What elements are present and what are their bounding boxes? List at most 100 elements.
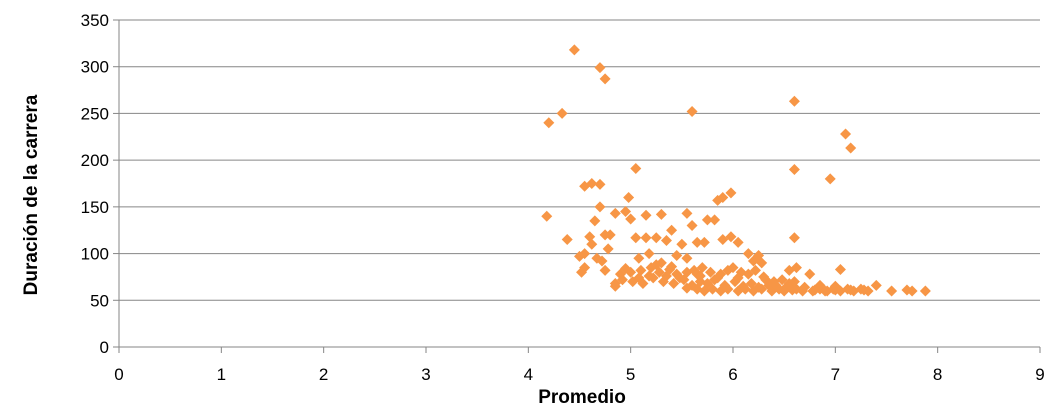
data-point xyxy=(640,232,652,244)
y-tick-label: 250 xyxy=(81,104,109,123)
x-tick-label: 3 xyxy=(421,365,430,384)
tick-labels: 0 50 100 150 200 250 300 350 0 1 2 3 4 5 6 7 8 9 xyxy=(81,11,1045,384)
data-point xyxy=(814,279,826,291)
x-tick-label: 5 xyxy=(626,365,635,384)
y-tick-label: 150 xyxy=(81,198,109,217)
data-point xyxy=(698,285,710,297)
data-point xyxy=(707,283,719,295)
data-point xyxy=(594,178,606,190)
data-point xyxy=(788,232,800,244)
data-point xyxy=(594,201,606,213)
data-point xyxy=(616,274,628,286)
data-point xyxy=(786,284,798,296)
data-point xyxy=(698,236,710,248)
data-point xyxy=(747,285,759,297)
data-point xyxy=(650,259,662,271)
data-point xyxy=(845,284,857,296)
data-point xyxy=(686,106,698,118)
data-point xyxy=(770,279,782,291)
x-tick-label: 8 xyxy=(933,365,942,384)
data-point xyxy=(742,248,754,260)
data-point xyxy=(620,206,632,218)
data-point xyxy=(674,272,686,284)
data-point xyxy=(666,261,678,273)
x-axis-title: Promedio xyxy=(538,387,626,408)
data-point xyxy=(543,117,555,129)
data-point xyxy=(633,252,645,264)
data-point xyxy=(561,234,573,246)
data-point xyxy=(756,283,768,295)
data-point xyxy=(727,262,739,274)
data-point xyxy=(712,272,724,284)
data-point xyxy=(541,210,553,222)
data-point xyxy=(604,229,616,241)
data-point xyxy=(834,263,846,275)
data-point xyxy=(829,280,841,292)
data-point xyxy=(778,285,790,297)
data-point xyxy=(756,257,768,269)
data-point xyxy=(788,276,800,288)
data-point xyxy=(594,62,606,74)
x-tick-label: 4 xyxy=(524,365,533,384)
axes xyxy=(113,19,1041,353)
data-point xyxy=(712,194,724,206)
y-tick-label: 100 xyxy=(81,245,109,264)
data-point xyxy=(701,214,713,226)
y-tick-label: 200 xyxy=(81,151,109,170)
data-point xyxy=(676,238,688,250)
data-point xyxy=(681,207,693,219)
data-point xyxy=(671,249,683,261)
data-point xyxy=(824,173,836,185)
data-point xyxy=(760,274,772,286)
x-tick-label: 6 xyxy=(728,365,737,384)
data-point xyxy=(630,163,642,175)
data-point xyxy=(732,236,744,248)
data-point xyxy=(586,238,598,250)
data-point xyxy=(586,178,598,189)
data-point xyxy=(725,187,737,199)
x-tick-label: 2 xyxy=(319,365,328,384)
data-point xyxy=(589,215,601,227)
data-point xyxy=(556,107,568,119)
data-point xyxy=(574,250,585,262)
data-point xyxy=(788,163,800,175)
data-point xyxy=(691,236,703,248)
data-point xyxy=(640,209,652,221)
data-point xyxy=(858,284,870,296)
data-point xyxy=(643,270,655,282)
data-point xyxy=(804,268,816,280)
data-point xyxy=(666,224,678,236)
data-point xyxy=(602,243,614,255)
data-point xyxy=(797,285,809,297)
x-tick-label: 1 xyxy=(217,365,226,384)
data-point xyxy=(650,232,662,244)
y-tick-label: 50 xyxy=(90,291,109,310)
data-point xyxy=(596,255,608,267)
data-point xyxy=(576,266,588,278)
data-point xyxy=(599,73,611,85)
data-point xyxy=(609,280,621,292)
y-axis-title: Duración de la carrera xyxy=(21,94,42,295)
data-point xyxy=(609,207,621,219)
data-point xyxy=(845,142,857,154)
data-point xyxy=(719,279,731,291)
data-point xyxy=(790,262,802,274)
data-points xyxy=(541,44,931,297)
data-point xyxy=(625,213,637,225)
data-point xyxy=(919,285,931,297)
y-tick-label: 350 xyxy=(81,11,109,30)
data-point xyxy=(660,234,672,246)
data-point xyxy=(870,279,882,291)
data-point xyxy=(643,248,655,260)
data-point xyxy=(686,220,698,232)
data-point xyxy=(568,44,580,56)
data-point xyxy=(630,232,642,244)
y-tick-label: 300 xyxy=(81,58,109,77)
data-point xyxy=(655,208,667,220)
y-tick-label: 0 xyxy=(100,338,109,357)
data-point xyxy=(599,264,611,276)
grid-lines xyxy=(119,19,1040,301)
data-point xyxy=(709,214,721,226)
data-point xyxy=(739,283,751,295)
